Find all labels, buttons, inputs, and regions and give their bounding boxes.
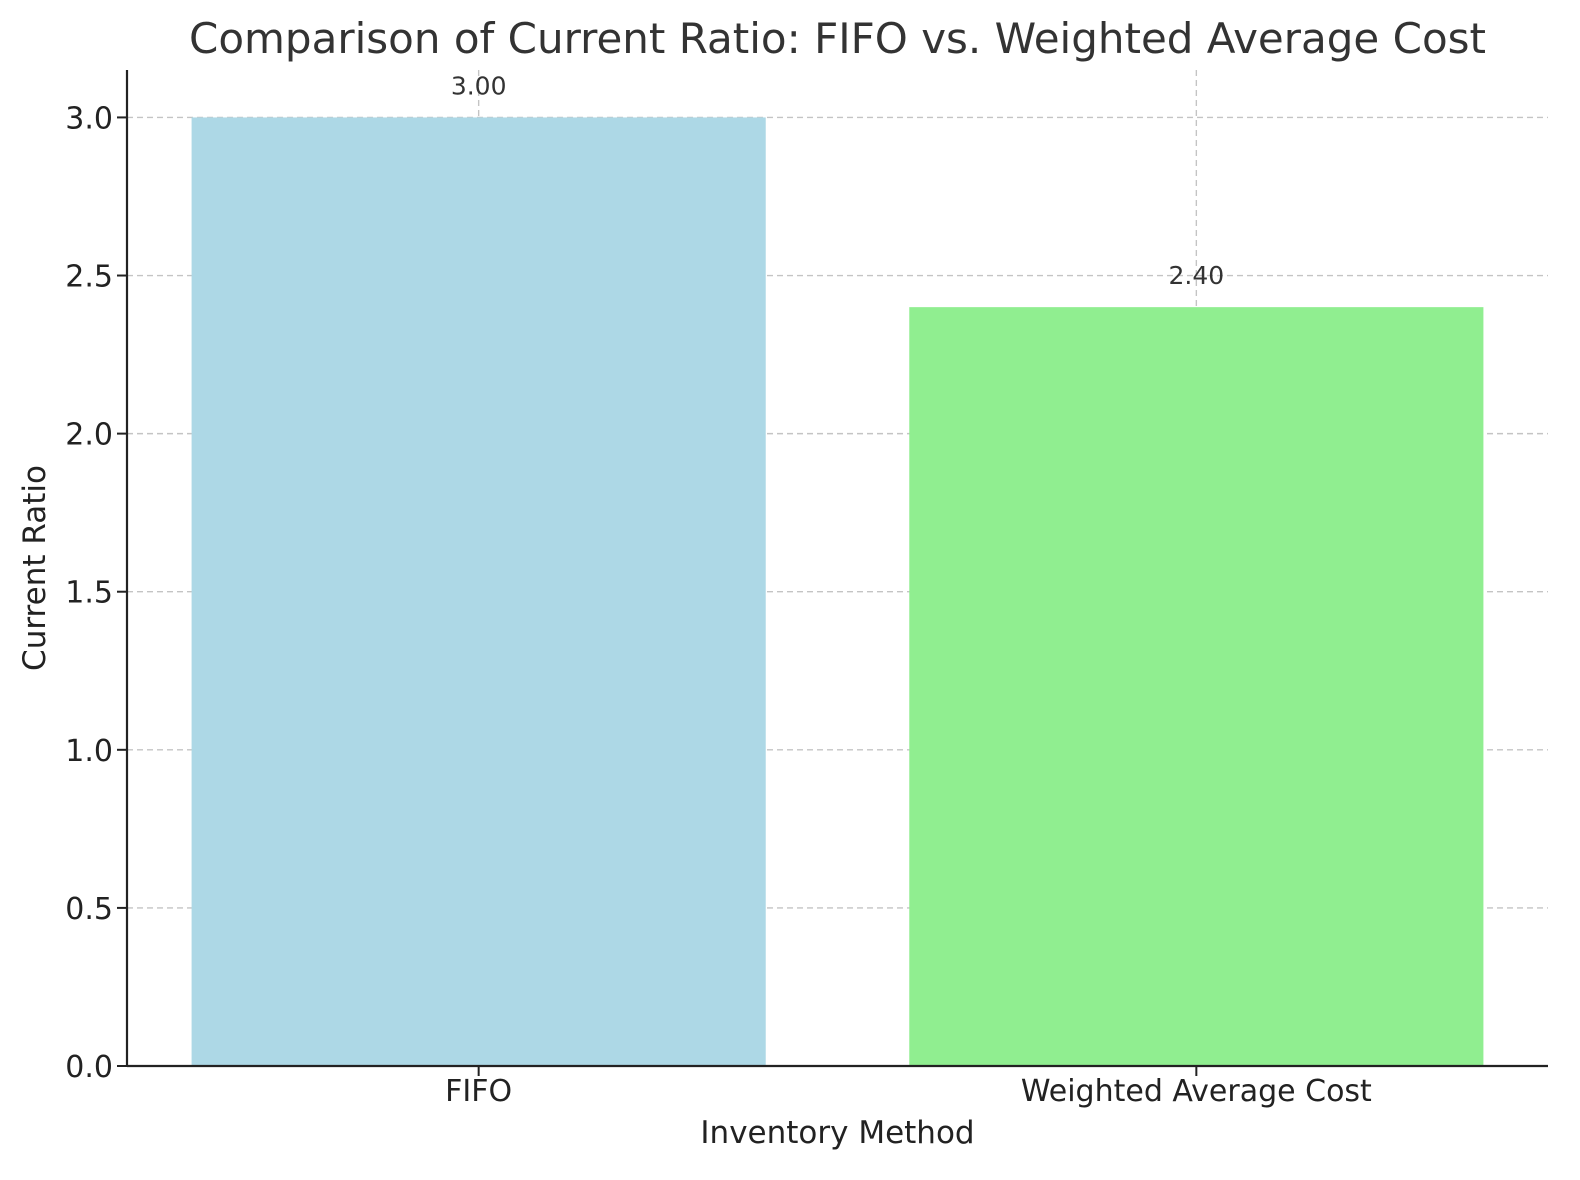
x-tick-label: Weighted Average Cost bbox=[1021, 1074, 1372, 1109]
y-axis-label: Current Ratio bbox=[17, 465, 53, 671]
bar-value-label: 2.40 bbox=[1169, 261, 1225, 290]
bar-fifo bbox=[191, 117, 766, 1066]
y-tick-label: 1.0 bbox=[65, 734, 113, 769]
y-tick-label: 2.0 bbox=[65, 418, 113, 453]
x-tick-label: FIFO bbox=[445, 1074, 512, 1109]
y-tick-label: 3.0 bbox=[65, 101, 113, 136]
data-labels: 3.00 2.40 bbox=[451, 71, 1224, 290]
chart-title: Comparison of Current Ratio: FIFO vs. We… bbox=[189, 14, 1486, 63]
y-tick-label: 1.5 bbox=[65, 576, 113, 611]
y-tick-label: 0.5 bbox=[65, 892, 113, 927]
y-tick-label: 0.0 bbox=[65, 1050, 113, 1085]
axes bbox=[125, 70, 1548, 1068]
bars bbox=[191, 117, 1484, 1067]
x-ticks: FIFO Weighted Average Cost bbox=[445, 1066, 1372, 1109]
y-ticks: 0.0 0.5 1.0 1.5 2.0 2.5 3.0 bbox=[65, 101, 127, 1085]
y-tick-label: 2.5 bbox=[65, 260, 113, 295]
x-axis-label: Inventory Method bbox=[700, 1115, 974, 1151]
bar-weighted-average-cost bbox=[909, 307, 1484, 1067]
bar-value-label: 3.00 bbox=[451, 71, 507, 100]
